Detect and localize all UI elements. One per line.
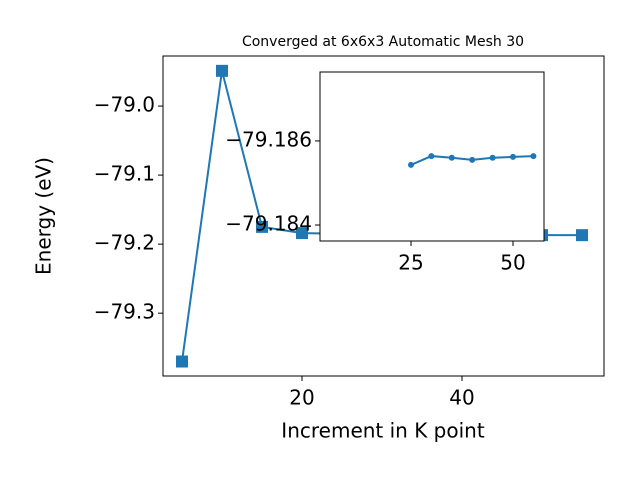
x-tick-label: 50 <box>500 251 525 275</box>
marker <box>216 64 228 77</box>
marker <box>530 153 537 160</box>
x-axis-label: Increment in K point <box>281 419 485 443</box>
x-tick-label: 25 <box>398 251 423 275</box>
axes-frame <box>319 71 545 242</box>
marker <box>428 153 435 160</box>
marker <box>407 161 414 168</box>
marker <box>448 154 455 161</box>
chart-title: Converged at 6x6x3 Automatic Mesh 30 <box>242 34 524 50</box>
y-tick-label: −79.0 <box>94 93 155 117</box>
axes-frame <box>162 55 605 377</box>
marker <box>256 220 268 233</box>
y-tick-label: −79.184 <box>225 212 312 236</box>
y-tick-label: −79.186 <box>225 127 312 151</box>
marker <box>469 156 476 163</box>
y-tick-label: −79.2 <box>94 231 155 255</box>
marker <box>296 227 308 240</box>
marker <box>176 355 188 368</box>
x-tick-label: 20 <box>289 386 314 410</box>
marker <box>576 229 588 242</box>
marker <box>489 154 496 161</box>
y-tick-label: −79.1 <box>94 162 155 186</box>
y-axis-label: Energy (eV) <box>32 157 56 275</box>
marker <box>509 153 516 160</box>
y-tick-label: −79.3 <box>94 300 155 324</box>
x-tick-label: 40 <box>449 386 474 410</box>
